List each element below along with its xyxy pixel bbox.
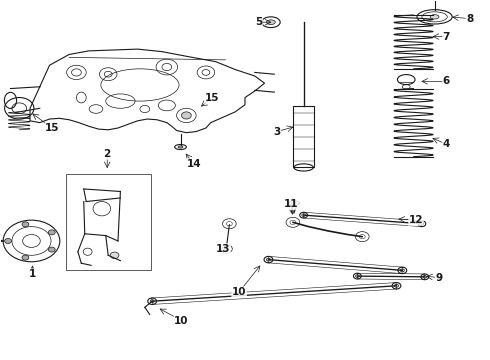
Text: 7: 7 (442, 32, 450, 41)
Bar (293, 107, 315, 167)
Text: 11: 11 (284, 199, 299, 210)
Text: 1: 1 (29, 269, 36, 279)
Circle shape (22, 255, 29, 260)
Text: 15: 15 (204, 93, 219, 103)
Circle shape (49, 247, 55, 252)
Text: 10: 10 (232, 287, 246, 297)
Text: 3: 3 (273, 127, 280, 136)
Text: 10: 10 (174, 316, 189, 325)
Text: 9: 9 (436, 273, 442, 283)
Text: 14: 14 (186, 159, 201, 169)
Bar (66, 174, 151, 270)
Ellipse shape (110, 252, 119, 258)
Ellipse shape (267, 20, 275, 24)
Circle shape (4, 238, 11, 243)
Ellipse shape (292, 202, 296, 204)
Text: 15: 15 (45, 123, 59, 133)
Ellipse shape (178, 146, 183, 148)
Text: 6: 6 (442, 76, 450, 86)
Text: 12: 12 (409, 215, 423, 225)
Circle shape (49, 230, 55, 235)
Text: 13: 13 (216, 244, 230, 254)
Circle shape (181, 112, 191, 119)
Circle shape (22, 222, 29, 227)
Text: 8: 8 (466, 14, 473, 24)
Ellipse shape (430, 15, 439, 19)
Text: 4: 4 (442, 139, 450, 149)
Text: 2: 2 (103, 149, 111, 159)
Text: 5: 5 (255, 17, 262, 27)
